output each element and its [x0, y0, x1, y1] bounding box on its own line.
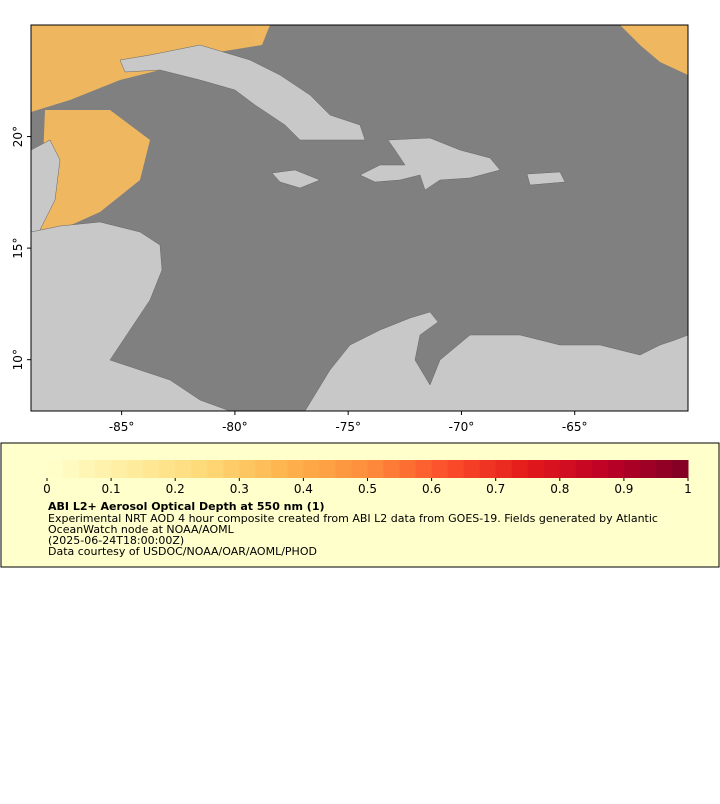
colorbar-step	[303, 460, 320, 478]
south-america	[304, 311, 689, 412]
colorbar-step	[319, 460, 336, 478]
y-tick-label: 15°	[11, 237, 25, 258]
colorbar-step	[447, 460, 465, 478]
map-frame	[30, 24, 689, 412]
colorbar-step	[79, 460, 96, 478]
y-tick-label: 20°	[11, 126, 25, 147]
x-tick-label: -70°	[449, 420, 475, 434]
colorbar-step	[95, 460, 112, 478]
colorbar-step	[543, 460, 561, 478]
x-tick-label: -85°	[109, 420, 135, 434]
colorbar-step	[431, 460, 449, 478]
colorbar-step	[111, 460, 128, 478]
colorbar-step	[559, 460, 577, 478]
caption-title: ABI L2+ Aerosol Optical Depth at 550 nm …	[48, 500, 325, 513]
colorbar-tick-label: 0.9	[614, 482, 633, 496]
colorbar-step	[495, 460, 513, 478]
colorbar-step	[175, 460, 192, 478]
x-tick-label: -80°	[222, 420, 248, 434]
colorbar-step	[367, 460, 385, 478]
colorbar-step	[127, 460, 144, 478]
colorbar-step	[47, 460, 64, 478]
colorbar-tick-label: 0.4	[294, 482, 313, 496]
colorbar-step	[671, 460, 689, 478]
colorbar-tick-label: 0.1	[102, 482, 121, 496]
colorbar-step	[623, 460, 641, 478]
colorbar-step	[591, 460, 609, 478]
colorbar-step	[655, 460, 673, 478]
colorbar-tick-label: 0.3	[230, 482, 249, 496]
colorbar-step	[223, 460, 240, 478]
central-america	[30, 221, 231, 412]
colorbar-tick-label: 0	[43, 482, 51, 496]
colorbar-step	[191, 460, 208, 478]
colorbar-tick-label: 1	[684, 482, 692, 496]
hispaniola	[359, 137, 501, 191]
x-tick-label: -65°	[562, 420, 588, 434]
colorbar-step	[607, 460, 625, 478]
colorbar-step	[239, 460, 256, 478]
colorbar-step	[415, 460, 433, 478]
colorbar-step	[479, 460, 497, 478]
colorbar-step	[639, 460, 657, 478]
colorbar-step	[527, 460, 545, 478]
colorbar-step	[159, 460, 176, 478]
caption-line: (2025-06-24T18:00:00Z)	[48, 534, 184, 547]
caption-line: Experimental NRT AOD 4 hour composite cr…	[48, 512, 658, 525]
x-tick-label: -75°	[335, 420, 361, 434]
colorbar-step	[207, 460, 224, 478]
y-tick-label: 10°	[11, 349, 25, 370]
colorbar-tick-label: 0.2	[166, 482, 185, 496]
aerosol-region	[40, 110, 150, 232]
colorbar-step	[255, 460, 272, 478]
colorbar-step	[383, 460, 401, 478]
colorbar-step	[63, 460, 80, 478]
land	[30, 44, 689, 412]
caption-line: Data courtesy of USDOC/NOAA/OAR/AOML/PHO…	[48, 545, 317, 558]
colorbar-step	[463, 460, 481, 478]
colorbar-step	[399, 460, 417, 478]
colorbar-tick-label: 0.8	[550, 482, 569, 496]
colorbar-step	[287, 460, 304, 478]
caption-line: OceanWatch node at NOAA/AOML	[48, 523, 235, 536]
colorbar-tick-label: 0.6	[422, 482, 441, 496]
aerosol-region	[620, 25, 688, 75]
colorbar-step	[335, 460, 352, 478]
colorbar-step	[143, 460, 160, 478]
cuba	[119, 44, 366, 141]
colorbar-tick-label: 0.7	[486, 482, 505, 496]
colorbar-step	[351, 460, 368, 478]
puerto-rico	[526, 171, 566, 186]
colorbar-step	[575, 460, 593, 478]
colorbar-step	[271, 460, 288, 478]
colorbar-step	[511, 460, 529, 478]
colorbar-tick-label: 0.5	[358, 482, 377, 496]
jamaica	[271, 169, 321, 189]
